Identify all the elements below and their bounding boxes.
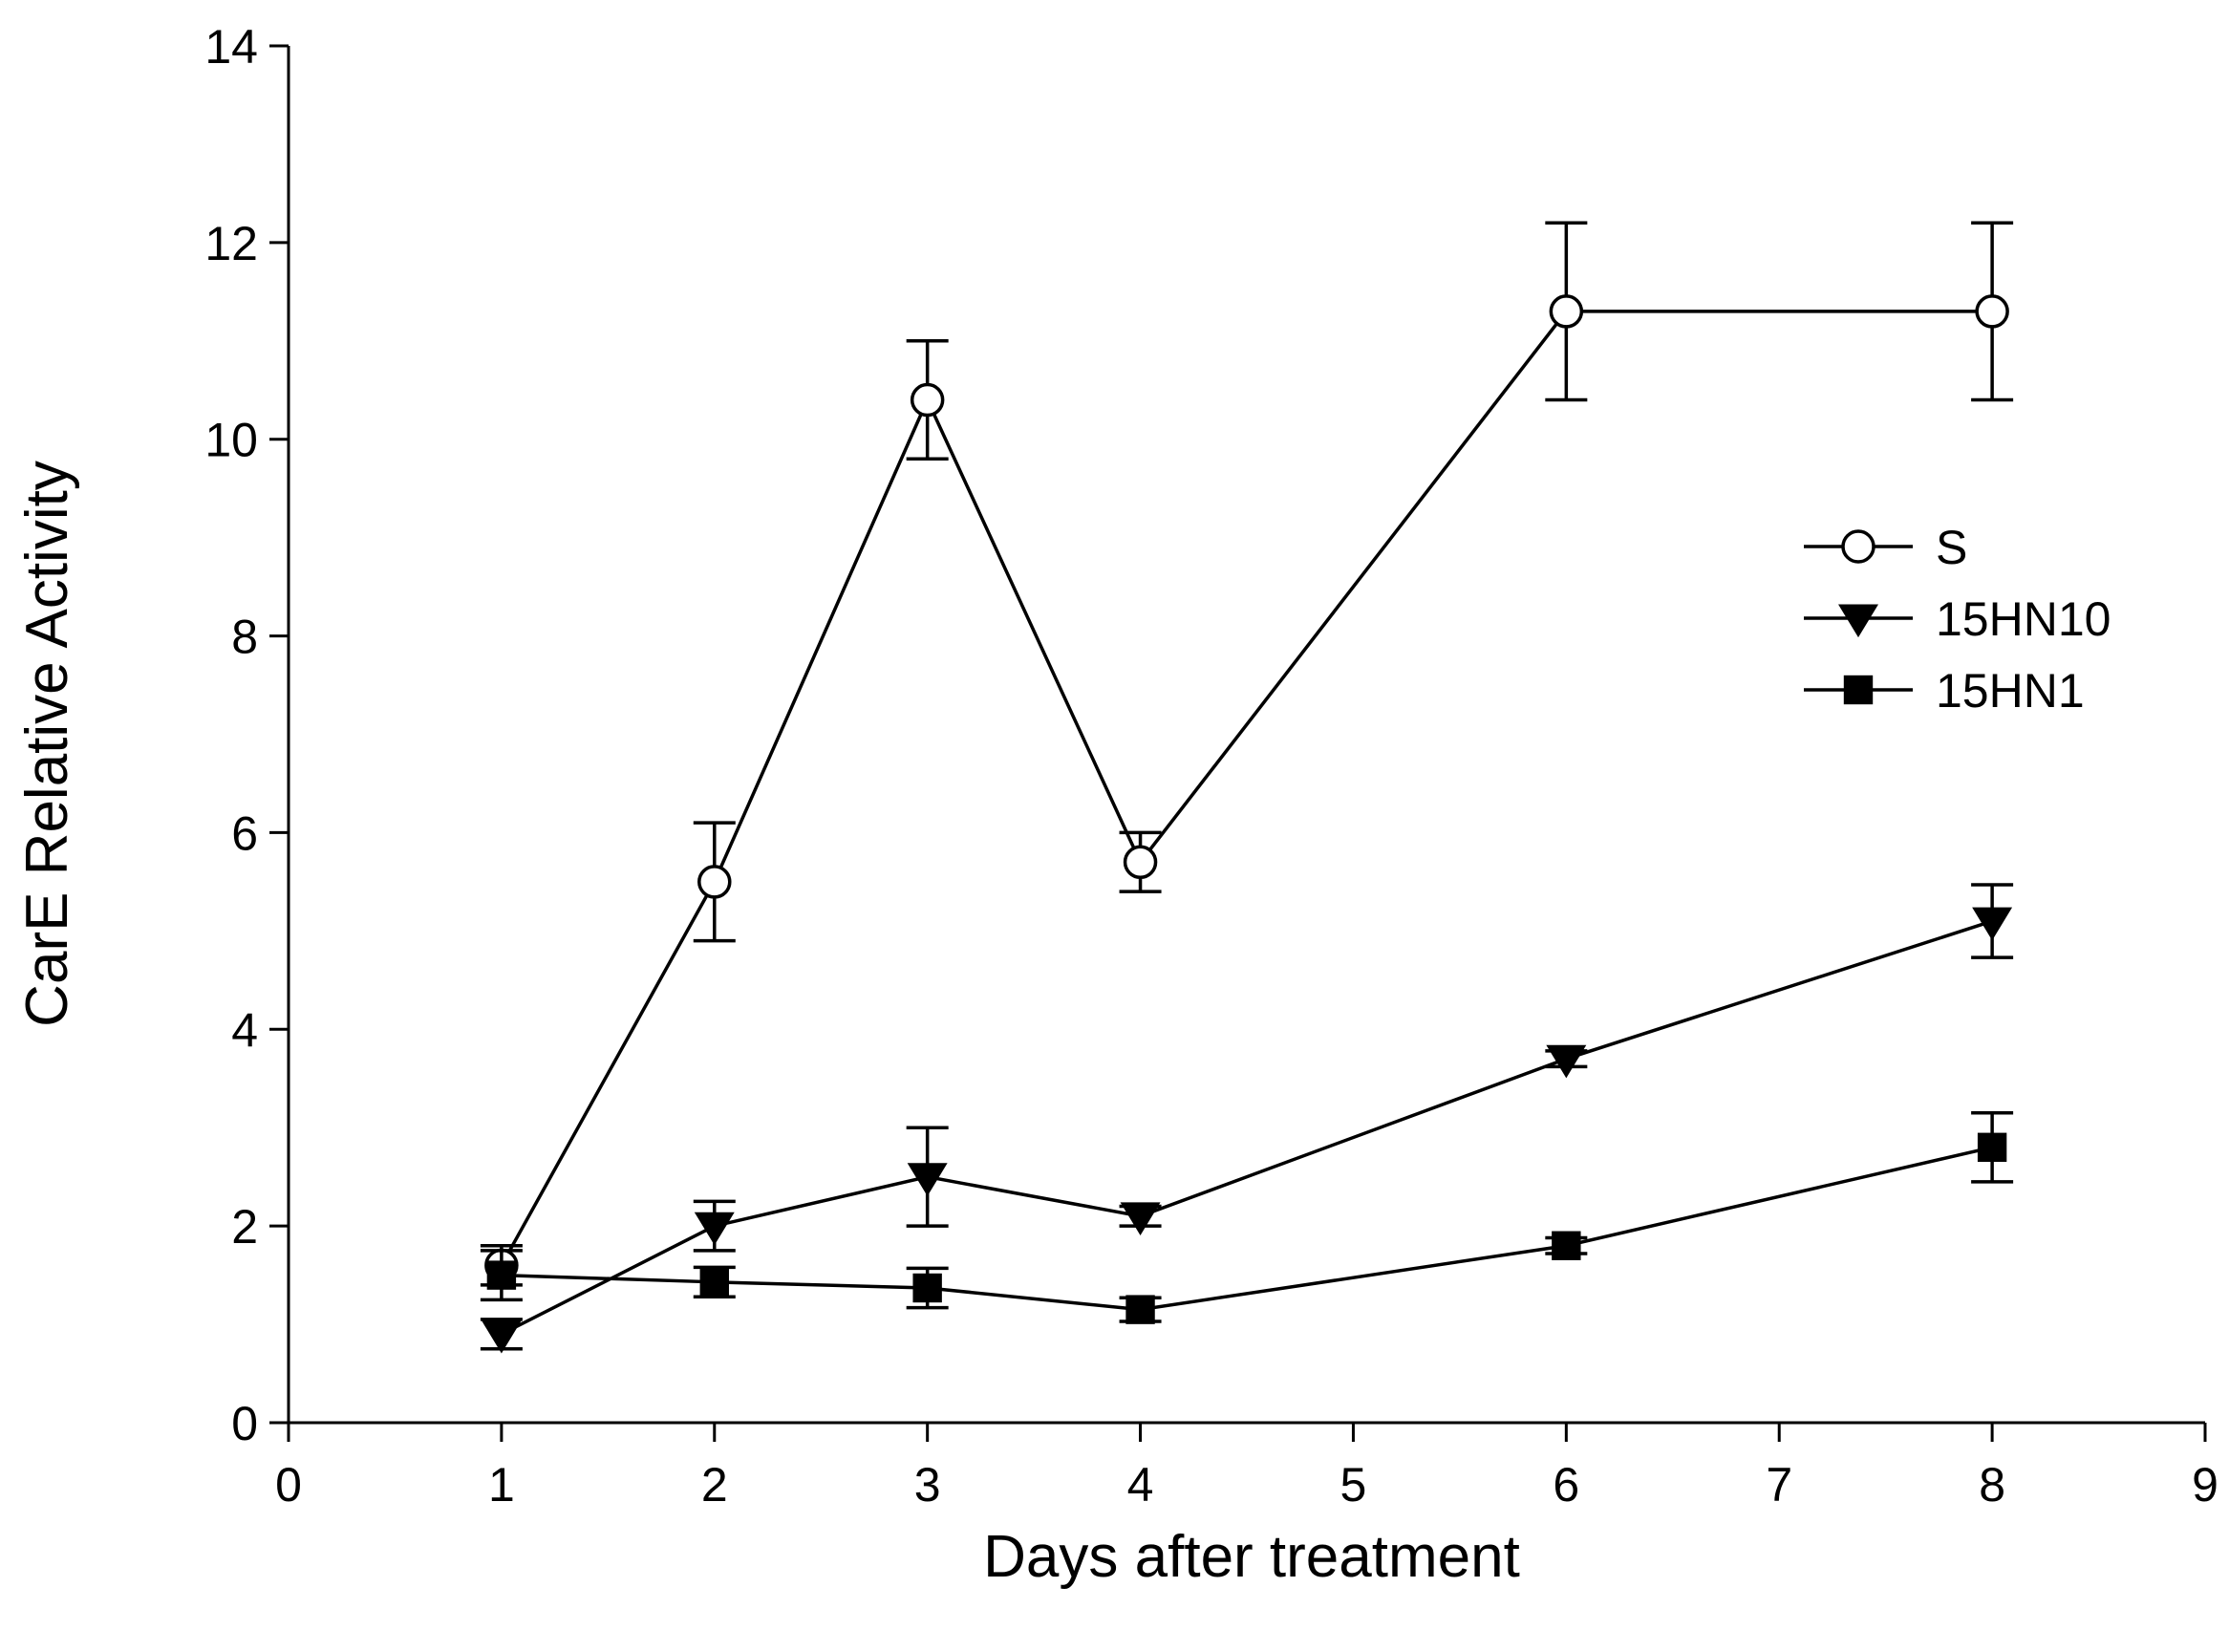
series-line xyxy=(501,919,1993,1336)
x-tick-label: 7 xyxy=(1766,1458,1792,1512)
y-tick-label: 10 xyxy=(204,414,258,467)
legend-item: 15HN1 xyxy=(1804,664,2085,718)
y-tick-label: 2 xyxy=(231,1200,258,1254)
legend-item: 15HN10 xyxy=(1804,592,2111,646)
data-point xyxy=(697,865,732,899)
y-tick-label: 8 xyxy=(231,611,258,664)
y-tick-label: 14 xyxy=(204,20,258,74)
series-15HN1 xyxy=(480,1111,2014,1324)
x-tick-label: 9 xyxy=(2192,1458,2218,1512)
legend-marker xyxy=(1838,604,1878,638)
x-tick-label: 2 xyxy=(701,1458,728,1512)
data-point xyxy=(1546,1044,1587,1079)
data-point xyxy=(1975,294,2009,329)
legend-marker xyxy=(1843,675,1874,705)
y-tick-label: 12 xyxy=(204,217,258,270)
data-point xyxy=(481,1319,522,1354)
series-layer xyxy=(480,221,2014,1354)
x-tick-label: 8 xyxy=(1979,1458,2005,1512)
series-15HN10 xyxy=(480,883,2014,1354)
data-point xyxy=(1120,1202,1161,1236)
data-point xyxy=(1123,845,1158,880)
y-tick-label: 4 xyxy=(231,1003,258,1057)
legend-marker xyxy=(1841,529,1875,564)
series-S xyxy=(480,221,2014,1287)
x-tick-label: 0 xyxy=(275,1458,302,1512)
data-point xyxy=(1977,1132,2007,1162)
data-point xyxy=(486,1260,517,1290)
y-ticks: 0 2 4 6 8 10 12 14 xyxy=(204,20,289,1450)
legend-label: 15HN10 xyxy=(1936,592,2111,646)
y-tick-label: 0 xyxy=(231,1397,258,1450)
x-ticks: 0 1 2 3 4 5 6 7 8 9 xyxy=(275,1423,2218,1512)
x-tick-label: 3 xyxy=(914,1458,941,1512)
legend-label: S xyxy=(1936,521,1967,574)
x-axis-title: Days after treatment xyxy=(983,1524,1520,1590)
series-line xyxy=(501,1146,1993,1312)
series-line xyxy=(500,310,1993,1267)
data-point xyxy=(907,1163,948,1196)
x-tick-label: 5 xyxy=(1340,1458,1367,1512)
data-point xyxy=(699,1267,729,1298)
y-tick-label: 6 xyxy=(231,806,258,860)
data-point xyxy=(912,1273,942,1303)
y-axis-title: CarE Relative Activity xyxy=(14,461,80,1027)
data-point xyxy=(1972,907,2013,941)
data-point xyxy=(694,1212,735,1246)
x-tick-label: 6 xyxy=(1553,1458,1579,1512)
data-point xyxy=(1549,294,1584,329)
x-tick-label: 4 xyxy=(1127,1458,1154,1512)
data-point xyxy=(1552,1231,1581,1260)
data-point xyxy=(910,382,945,418)
legend: S 15HN10 15HN1 xyxy=(1804,521,2111,718)
data-point xyxy=(1125,1295,1155,1324)
x-tick-label: 1 xyxy=(488,1458,515,1512)
legend-label: 15HN1 xyxy=(1936,664,2085,718)
legend-item: S xyxy=(1804,521,1967,574)
